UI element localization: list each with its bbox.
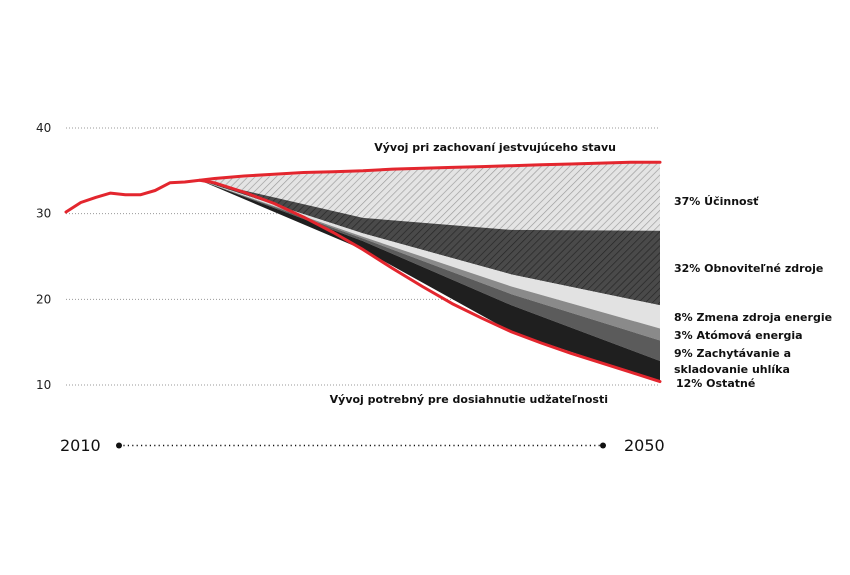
timeline-start-label: 2010 bbox=[60, 436, 101, 455]
wedge-label-4: 9% Zachytávanie a bbox=[674, 347, 791, 360]
business-as-usual-line bbox=[64, 160, 662, 214]
timeline: 2010 2050 bbox=[60, 436, 665, 455]
wedge-area-2 bbox=[199, 180, 660, 329]
wedge-area-5 bbox=[199, 180, 660, 382]
wedge-labels: 37% Účinnosť 32% Obnoviteľné zdroje 8% Zme… bbox=[674, 195, 832, 390]
wedge-label-5: 12% Ostatné bbox=[676, 377, 755, 390]
sustainable-path-line bbox=[198, 178, 662, 384]
timeline-end-label: 2050 bbox=[624, 436, 665, 455]
wedge-area-1 bbox=[199, 180, 660, 306]
y-axis-ticks: 10 20 30 40 bbox=[36, 121, 51, 392]
y-tick-label: 30 bbox=[36, 207, 51, 221]
wedge-area-4 bbox=[199, 180, 660, 361]
wedge-label-4: skladovanie uhlíka bbox=[674, 363, 790, 376]
bottom-line-label: Vývoj potrebný pre dosiahnutie udžateľno… bbox=[330, 393, 608, 406]
wedge-label-0: 37% Účinnosť bbox=[674, 195, 759, 208]
trajectory-lines bbox=[64, 160, 662, 384]
timeline-end-dot bbox=[600, 442, 606, 449]
wedge-label-2: 8% Zmena zdroja energie bbox=[674, 311, 832, 324]
wedge-areas bbox=[199, 162, 660, 382]
wedge-area-3 bbox=[199, 180, 660, 341]
y-tick-label: 40 bbox=[36, 121, 51, 135]
y-tick-label: 10 bbox=[36, 378, 51, 392]
wedge-label-1: 32% Obnoviteľné zdroje bbox=[674, 262, 823, 275]
top-line-label: Vývoj pri zachovaní jestvujúceho stavu bbox=[374, 141, 616, 154]
timeline-start-dot bbox=[116, 442, 122, 449]
wedge-area-0 bbox=[199, 162, 660, 231]
wedge-label-3: 3% Atómová energia bbox=[674, 329, 803, 342]
y-tick-label: 20 bbox=[36, 292, 51, 306]
